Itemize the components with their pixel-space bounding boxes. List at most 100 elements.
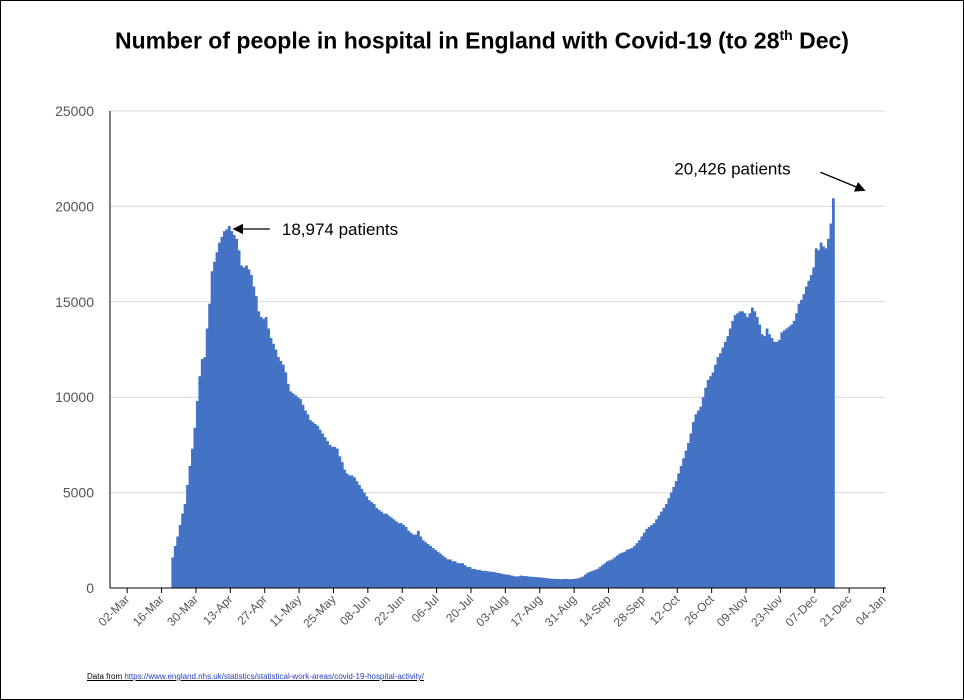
- bar: [596, 568, 600, 588]
- bar: [429, 546, 433, 588]
- bar: [289, 391, 293, 588]
- bar: [416, 530, 420, 588]
- bar: [200, 359, 204, 588]
- bar: [814, 248, 818, 588]
- x-tick-label: 02-Mar: [96, 592, 133, 629]
- bar: [773, 341, 776, 588]
- bar: [176, 536, 180, 588]
- bar: [723, 341, 727, 588]
- bar: [323, 437, 327, 588]
- bar: [758, 324, 762, 588]
- bar: [709, 376, 712, 588]
- bar: [701, 397, 705, 588]
- bar: [480, 570, 484, 588]
- x-tick-label: 27-Apr: [234, 592, 269, 627]
- bar: [375, 507, 379, 588]
- bar: [183, 504, 187, 588]
- annotation-label-april: 18,974 patients: [282, 220, 398, 239]
- annotation-arrow-december: [820, 171, 866, 192]
- bar: [208, 303, 212, 588]
- bar: [328, 444, 332, 588]
- bar: [728, 328, 732, 588]
- bar: [549, 578, 553, 588]
- bar: [829, 223, 833, 588]
- bar: [257, 311, 261, 588]
- bar: [213, 261, 216, 588]
- bar: [222, 231, 226, 589]
- bar: [682, 458, 685, 588]
- bar: [633, 546, 636, 588]
- bar: [431, 547, 435, 588]
- bar: [655, 519, 658, 588]
- bar: [770, 338, 774, 588]
- source-link[interactable]: https://www.england.nhs.uk/statistics/st…: [124, 672, 425, 681]
- chart-title-tail: Dec): [792, 27, 849, 54]
- bar: [478, 569, 482, 588]
- bar: [684, 450, 688, 588]
- bar: [178, 525, 182, 588]
- bar: [576, 578, 580, 588]
- bar: [507, 574, 511, 588]
- bar: [586, 572, 590, 588]
- bar: [220, 236, 224, 589]
- bar: [215, 252, 219, 588]
- bar: [451, 561, 455, 588]
- bar: [593, 569, 597, 588]
- bar: [173, 546, 177, 588]
- bar: [321, 433, 324, 588]
- bar: [276, 357, 280, 588]
- bar: [733, 315, 737, 588]
- bar: [358, 484, 361, 588]
- bar: [677, 473, 681, 588]
- bar: [780, 332, 784, 588]
- bar: [539, 577, 543, 588]
- bar: [763, 336, 767, 588]
- bar: [340, 462, 344, 588]
- bar: [753, 311, 757, 588]
- bar: [490, 571, 494, 588]
- bar: [218, 242, 221, 589]
- bar: [807, 280, 811, 588]
- bar: [746, 317, 749, 588]
- bar: [249, 275, 253, 588]
- bar: [304, 410, 307, 588]
- bar: [547, 578, 550, 588]
- bar: [652, 523, 656, 588]
- bar: [247, 269, 251, 588]
- bar: [272, 343, 275, 588]
- bar: [716, 357, 720, 588]
- bar: [645, 528, 649, 588]
- bar: [692, 422, 695, 588]
- bar: [635, 543, 639, 588]
- bar: [542, 577, 546, 588]
- x-tick-label: 25-May: [300, 592, 338, 630]
- x-tick-label: 28-Sep: [611, 592, 648, 629]
- annotation-label-december: 20,426 patients: [674, 159, 790, 178]
- bar: [534, 577, 538, 588]
- bar: [205, 328, 209, 588]
- x-tick-label: 08-Jun: [337, 592, 373, 628]
- bar: [262, 318, 266, 588]
- bar: [571, 579, 575, 588]
- x-tick-label: 21-Dec: [817, 592, 854, 629]
- x-tick-label: 26-Oct: [681, 592, 717, 628]
- bar: [618, 553, 622, 588]
- axes: [109, 111, 886, 589]
- bar: [598, 567, 602, 588]
- bar: [419, 536, 423, 588]
- bar: [269, 338, 273, 588]
- bar: [637, 540, 641, 588]
- x-tick-label: 16-Mar: [130, 592, 167, 629]
- bar: [475, 569, 479, 588]
- x-tick-label: 12-Oct: [647, 592, 683, 628]
- bar: [335, 448, 339, 588]
- bar: [284, 372, 288, 588]
- bar: [274, 349, 278, 588]
- bar: [372, 504, 376, 588]
- x-tick-label: 09-Nov: [714, 592, 751, 629]
- bar: [193, 427, 197, 588]
- bar: [443, 557, 447, 588]
- bar: [714, 364, 717, 588]
- x-tick-label: 07-Dec: [783, 592, 820, 629]
